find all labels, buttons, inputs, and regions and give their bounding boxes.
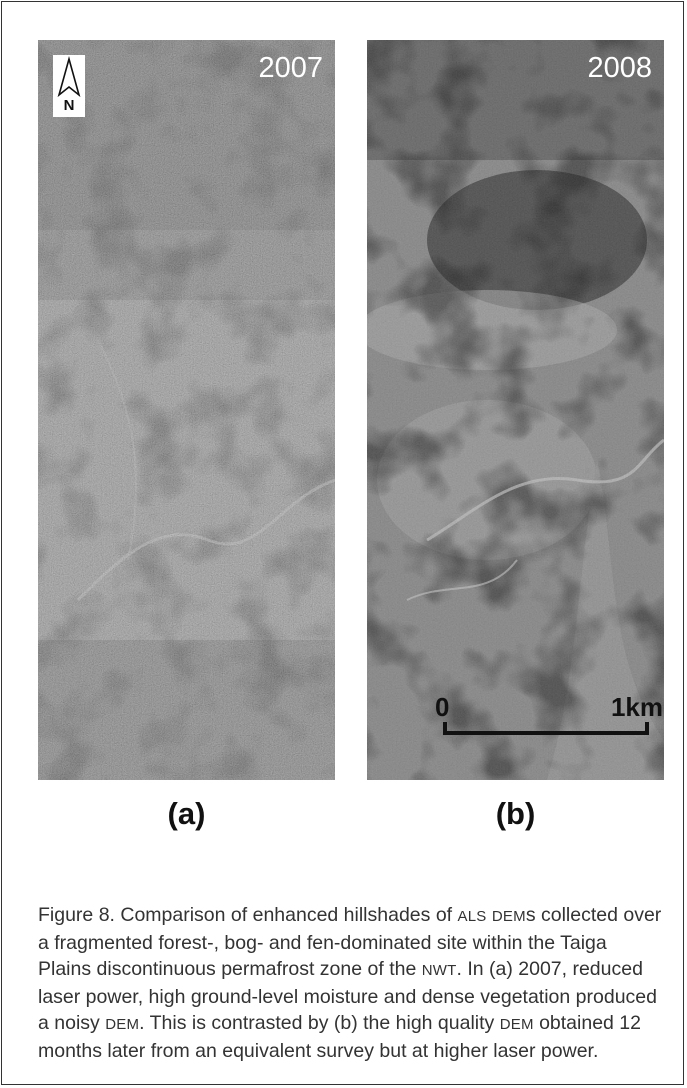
caption-abbr-als: ALS	[457, 908, 487, 925]
north-arrow: N	[53, 55, 85, 117]
caption-abbr-dems: DEM	[491, 908, 526, 925]
caption-text-3: s collected over a fragmented forest-, b…	[38, 904, 662, 980]
caption-abbr-dem-1: DEM	[105, 1016, 140, 1033]
north-label: N	[63, 97, 75, 114]
caption-text-5: . This is contrasted by (b) the high qua…	[139, 1012, 500, 1034]
scale-bar: 0 1km	[433, 692, 663, 742]
scale-tick-left	[443, 722, 447, 735]
year-label-2007: 2007	[258, 52, 323, 84]
panel-b-label: (b)	[495, 796, 536, 831]
caption-text-4: . In (a) 2007, reduced laser power, high…	[38, 958, 657, 1034]
panel-a-label: (a)	[167, 796, 206, 831]
caption-text-1: Figure 8. Comparison of enhanced hillsha…	[38, 904, 458, 926]
year-label-2008: 2008	[587, 52, 652, 84]
figure-caption: Figure 8. Comparison of enhanced hillsha…	[38, 902, 663, 1064]
scale-end-label: 1km	[610, 692, 663, 722]
scale-line	[443, 731, 649, 735]
hillshade-2008-image: 2008 0 1km	[367, 40, 664, 780]
hillshade-2007-image: N 2007	[38, 40, 335, 780]
caption-abbr-dem-2: DEM	[499, 1016, 534, 1033]
scale-start-label: 0	[435, 692, 450, 722]
caption-abbr-nwt: NWT	[421, 962, 457, 979]
caption-text-6: obtained 12 months later from an equival…	[38, 1012, 642, 1062]
scale-tick-right	[645, 722, 649, 735]
